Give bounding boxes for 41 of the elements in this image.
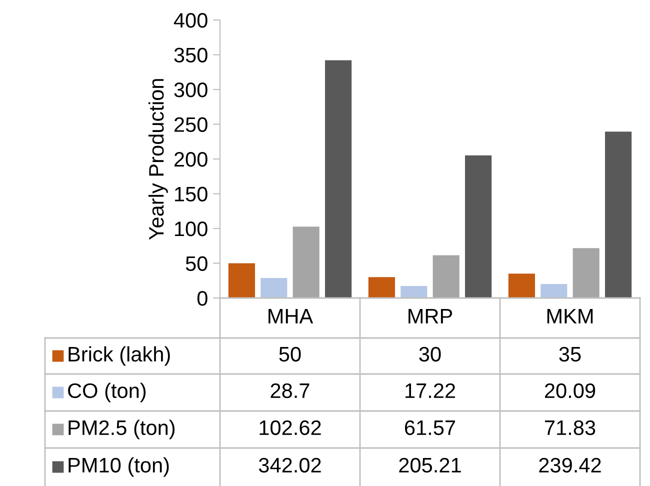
data-label: 239.42: [539, 458, 601, 473]
y-axis-title: Yearly Production: [148, 79, 168, 240]
y-tick-label: 300: [174, 82, 208, 98]
data-label: 205.21: [399, 458, 461, 473]
data-label: 50: [279, 346, 301, 362]
y-tick-label: 250: [174, 117, 208, 132]
data-label: 17.22: [406, 383, 456, 398]
y-tick-label: 50: [186, 256, 208, 272]
y-tick-label: 100: [175, 222, 208, 236]
bar: [605, 132, 632, 298]
y-tick-label: 150: [175, 186, 208, 202]
bar: [228, 263, 255, 298]
bar: [400, 286, 428, 298]
data-label: 342.02: [258, 458, 321, 473]
bar: [508, 274, 535, 298]
x-tick-label: MHA: [268, 309, 314, 324]
data-label: 20.09: [544, 383, 596, 398]
data-label: 71.83: [545, 420, 596, 436]
bar: [292, 226, 320, 298]
data-label: 28.7: [270, 383, 310, 398]
legend-label: PM2.5 (ton): [68, 420, 175, 440]
bar: [572, 248, 600, 298]
y-tick-label: 200: [174, 152, 208, 167]
bar: [260, 278, 288, 298]
y-tick-label: 350: [174, 48, 208, 63]
legend-label: CO (ton): [68, 382, 146, 402]
data-label: 102.62: [260, 420, 321, 436]
data-label: 61.57: [404, 420, 456, 436]
data-label: 30: [419, 346, 441, 362]
legend-label: PM10 (ton): [68, 457, 169, 477]
data-label: 35: [559, 346, 581, 362]
bar: [325, 60, 352, 298]
x-tick-label: MRP: [408, 309, 452, 324]
bar: [432, 255, 460, 298]
bar: [540, 284, 568, 298]
y-tick-label: 0: [197, 291, 208, 306]
legend-label: Brick (lakh): [68, 346, 170, 366]
x-tick-label: MKM: [547, 309, 593, 324]
bar: [465, 155, 492, 298]
bar: [368, 277, 395, 298]
y-tick-label: 400: [174, 13, 208, 28]
